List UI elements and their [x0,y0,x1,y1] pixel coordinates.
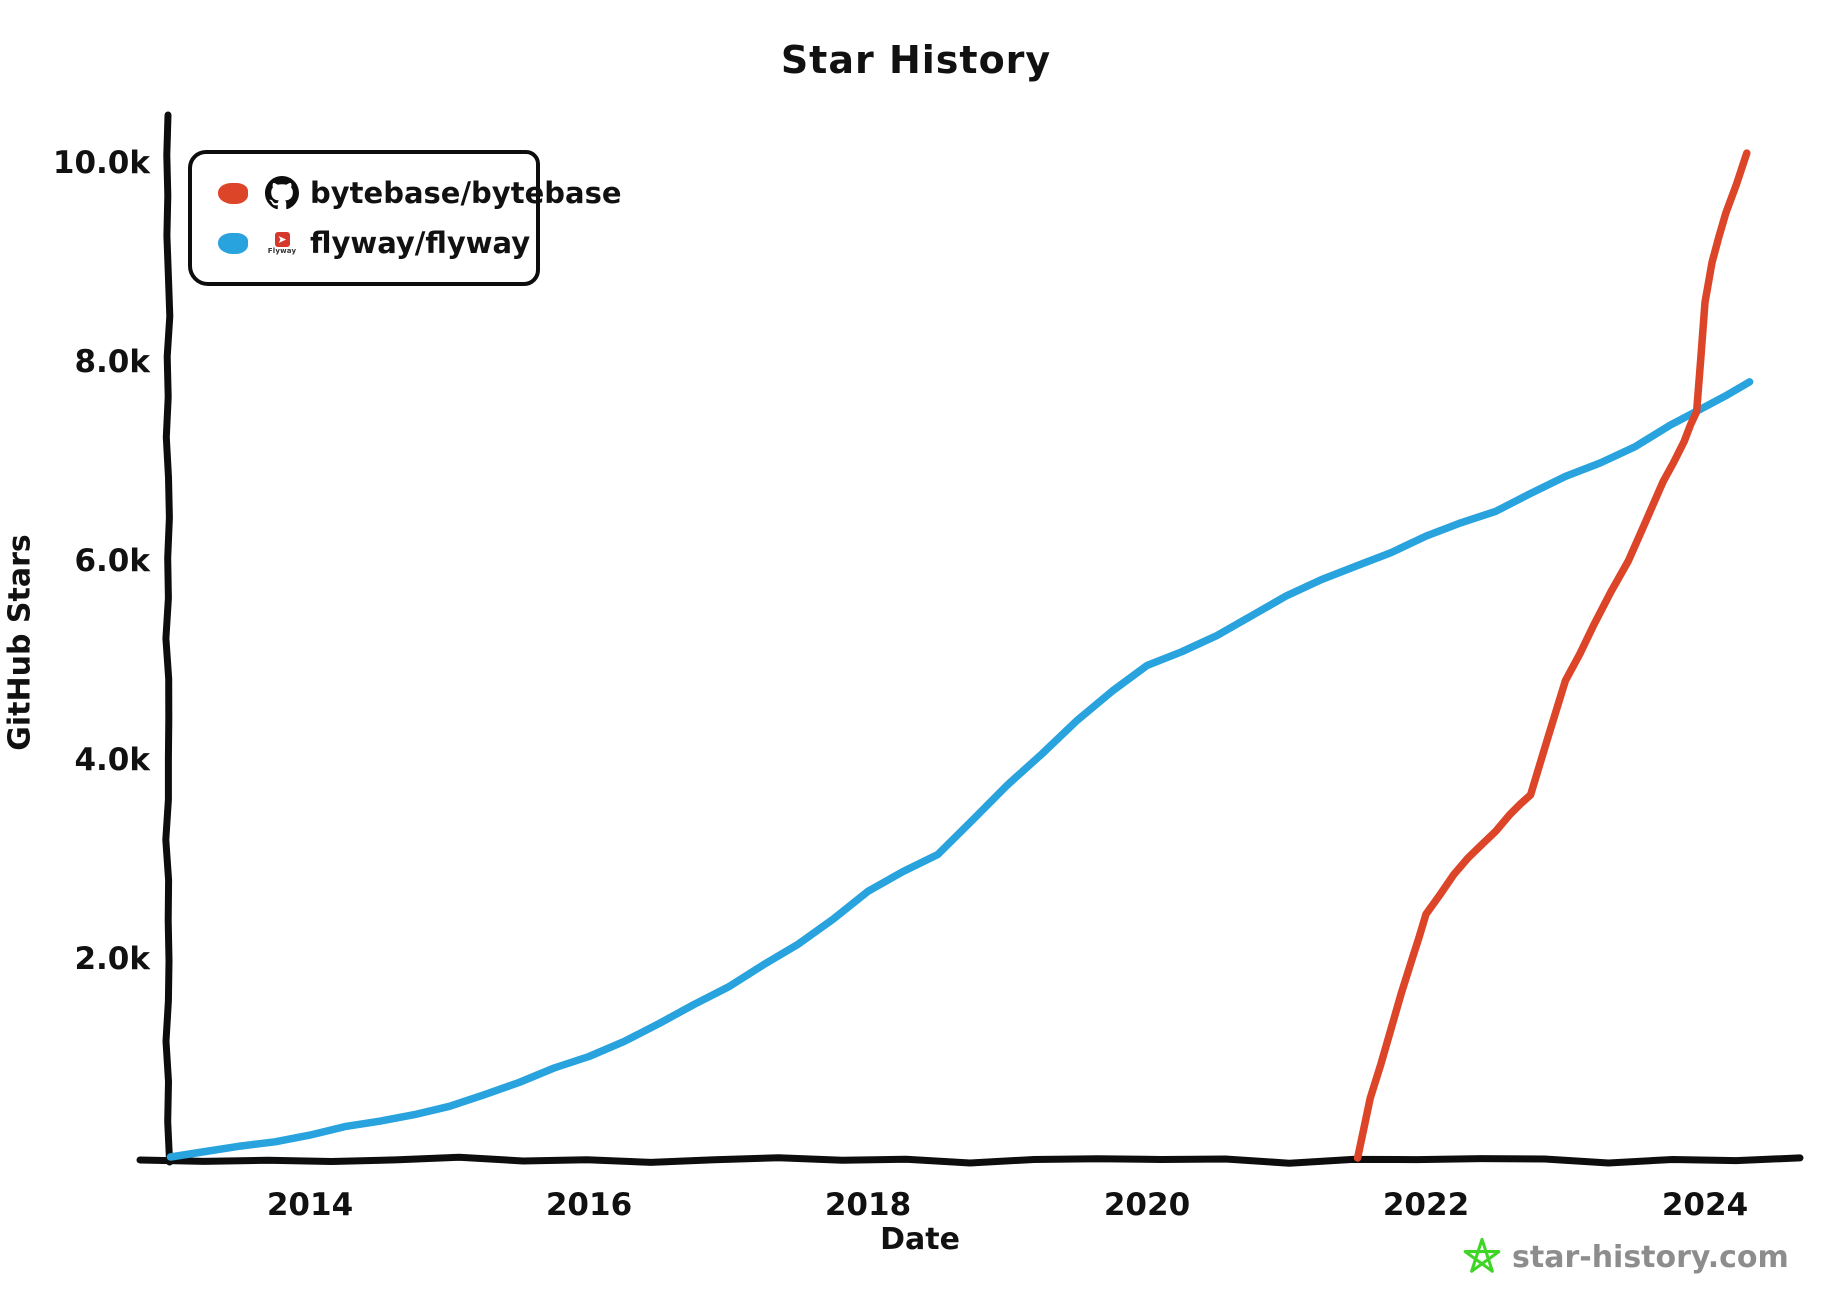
x-axis [136,1153,1804,1167]
watermark-text: star-history.com [1512,1239,1789,1275]
x-tick-2014: 2014 [267,1187,353,1223]
y-tick-2.0k: 2.0k [74,941,151,977]
y-tick-8.0k: 8.0k [74,344,151,380]
flyway-color-swatch [218,232,248,254]
flyway-icon: ➤ Flyway [267,231,297,255]
series-line-bytebase-bytebase [1353,149,1751,1162]
legend-label-flyway: flyway/flyway [310,226,531,260]
star-icon [1463,1237,1501,1273]
legend-item-flyway: ➤ Flyway flyway/flyway [218,218,530,268]
series-line-flyway-flyway [166,378,1754,1161]
x-tick-2024: 2024 [1662,1187,1748,1223]
x-tick-2020: 2020 [1104,1187,1190,1223]
legend-label-bytebase: bytebase/bytebase [310,176,622,210]
y-tick-10.0k: 10.0k [53,145,151,181]
y-tick-6.0k: 6.0k [74,543,151,579]
x-tick-2018: 2018 [825,1187,911,1223]
x-tick-2022: 2022 [1383,1187,1469,1223]
chart-title: Star History [780,38,1052,82]
x-tick-2016: 2016 [546,1187,632,1223]
bytebase-color-swatch [218,182,248,204]
x-axis-label: Date [880,1222,960,1257]
y-axis [162,111,174,1166]
legend: bytebase/bytebase ➤ Flyway flyway/flyway [188,150,622,286]
legend-item-bytebase: bytebase/bytebase [218,168,622,218]
watermark: star-history.com [1462,1236,1789,1278]
y-tick-4.0k: 4.0k [74,742,151,778]
github-icon [262,176,302,210]
